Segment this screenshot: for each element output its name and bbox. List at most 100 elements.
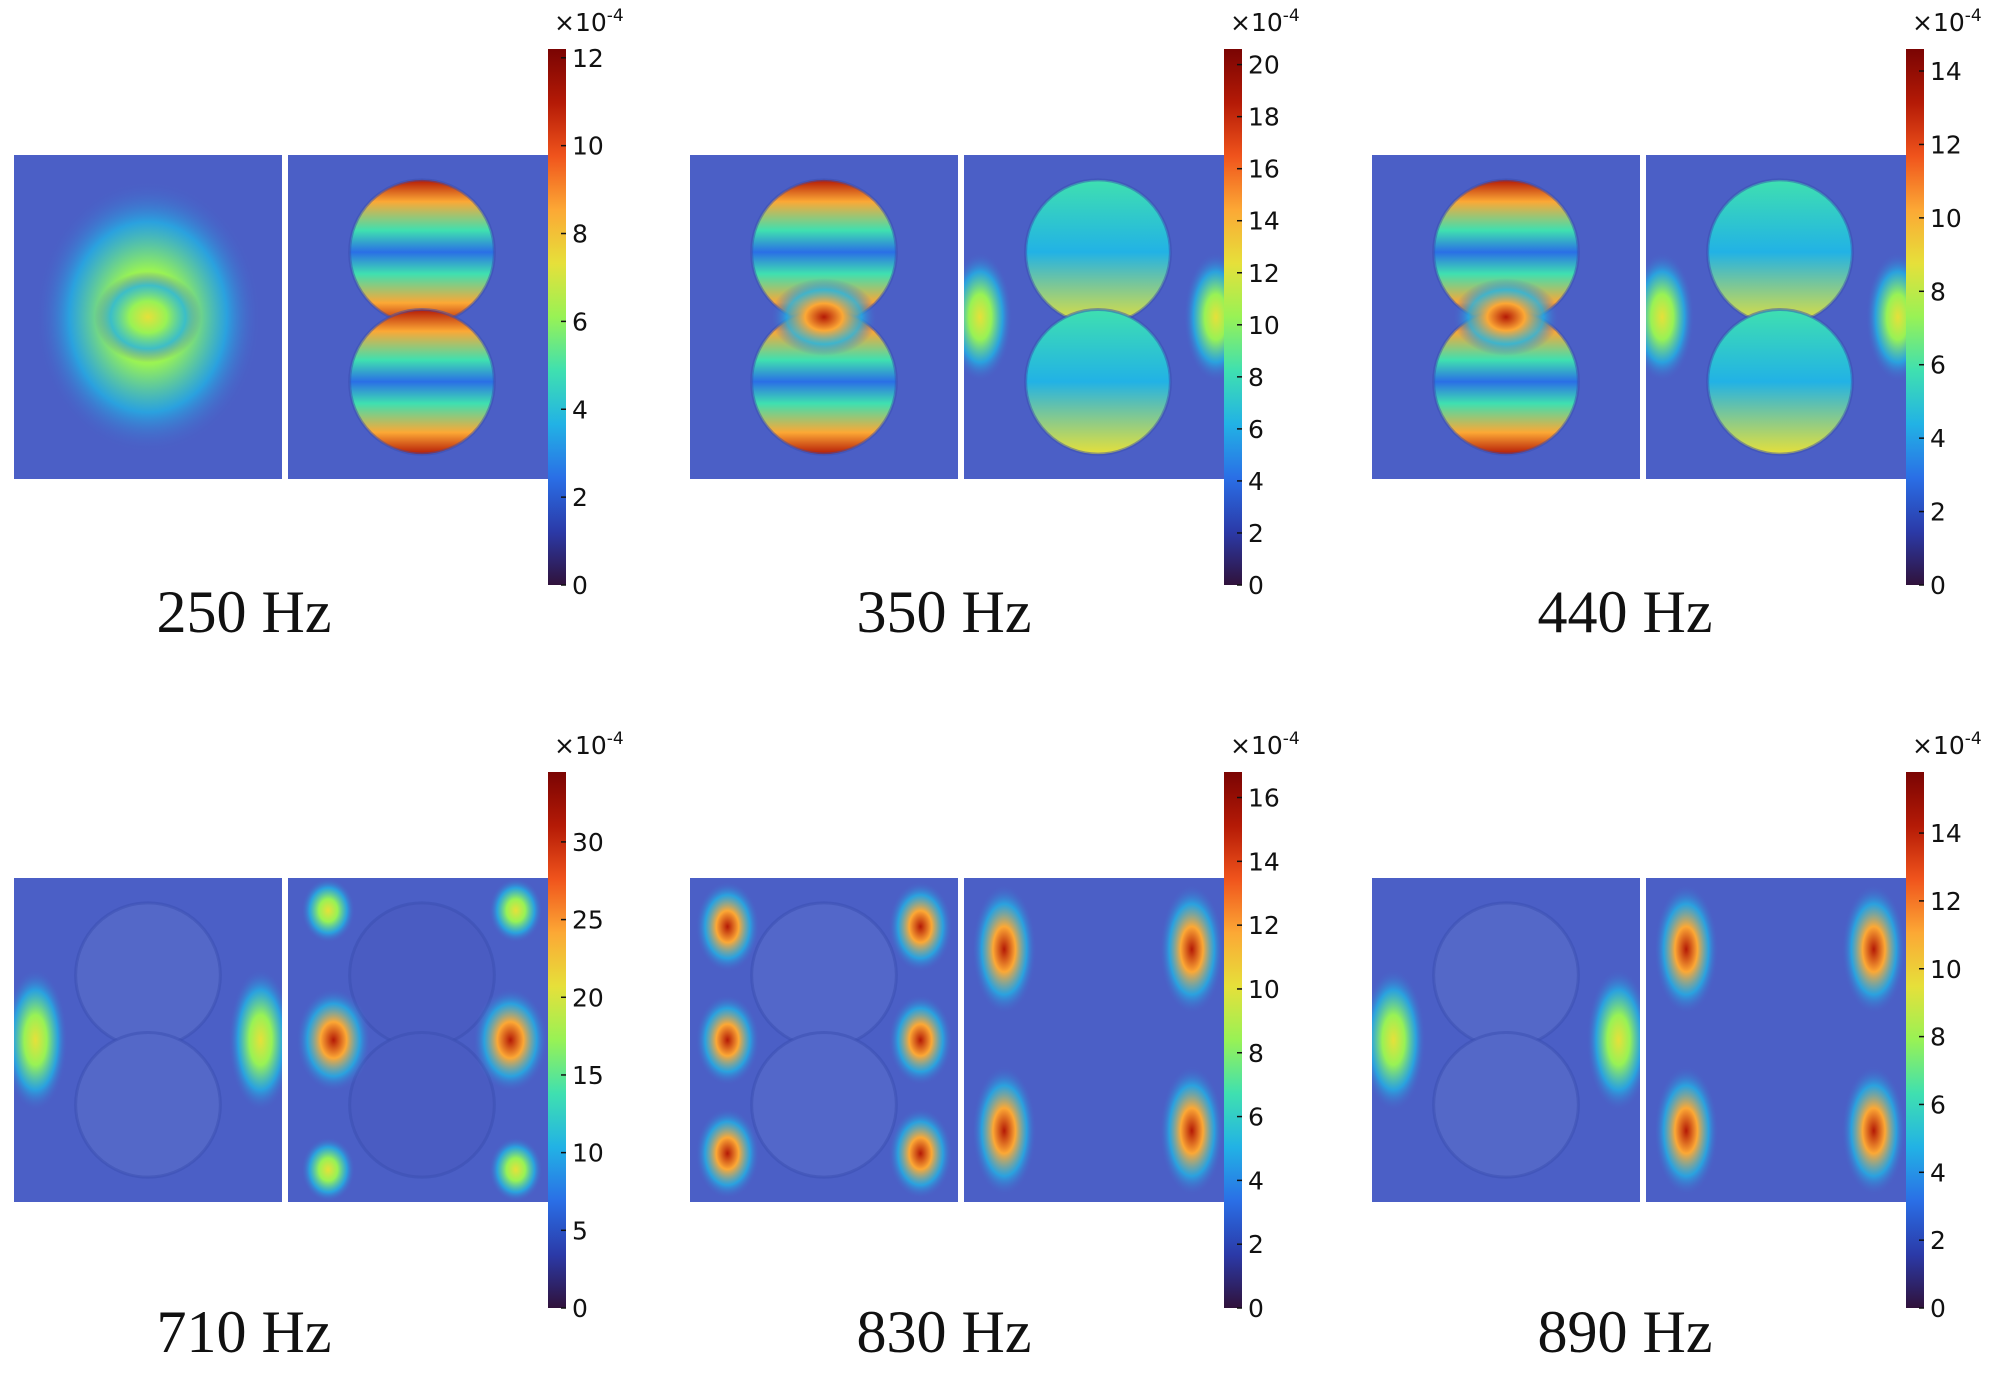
inclusion-disc — [1432, 1030, 1580, 1179]
colorbar-tick-label: 20 — [572, 983, 604, 1012]
colorbar-tick-label: 6 — [1248, 1103, 1264, 1132]
colorbar-tick-label: 0 — [572, 1294, 588, 1323]
edge-glow — [1646, 252, 1695, 382]
colorbar-tick-label: 5 — [572, 1216, 588, 1245]
colorbar-gradient — [548, 772, 566, 1308]
field-hotspot — [1159, 884, 1224, 1015]
mode-panel: 0 2 4 6 8 10 12 14 16 ×10-4 — [690, 729, 1300, 1323]
field-hotspot — [888, 1108, 953, 1199]
inclusion-disc — [750, 1030, 898, 1179]
colorbar-tick-label: 16 — [1248, 784, 1280, 813]
colorbar-tick-label: 6 — [1930, 1090, 1946, 1119]
colorbar-tick-label: 10 — [1248, 975, 1280, 1004]
colorbar-tick-label: 12 — [572, 44, 604, 73]
inclusion-disc — [348, 1030, 496, 1179]
colorbar-tick-label: 10 — [572, 1139, 604, 1168]
colorbar-tick-label: 6 — [1930, 351, 1946, 380]
mode-panel: 0 2 4 6 8 10 12 14 16 18 20 ×10-4 — [690, 6, 1300, 600]
colorbar-tick-label: 4 — [1930, 424, 1946, 453]
field-hotspot — [770, 278, 878, 356]
colorbar-tick-label: 4 — [1248, 1166, 1264, 1195]
frequency-label: 890 Hz — [1537, 1299, 1713, 1365]
colorbar-multiplier: ×10-4 — [554, 729, 624, 760]
inclusion-disc — [348, 178, 496, 327]
inclusion-disc — [750, 901, 898, 1050]
colorbar-tick-label: 10 — [572, 132, 604, 161]
colorbar: 0 2 4 6 8 10 12 14 ×10-4 — [1906, 6, 1982, 600]
field-hotspot — [888, 881, 953, 972]
edge-glow — [1586, 968, 1640, 1112]
colorbar-multiplier: ×10-4 — [554, 6, 624, 37]
colorbar: 0 2 4 6 8 10 12 14 16 18 20 ×10-4 — [1224, 6, 1300, 600]
colorbar-gradient — [1906, 772, 1924, 1308]
inclusion-disc — [74, 901, 222, 1050]
mode-panel: 0 2 4 6 8 10 12 14 ×10-4 — [1372, 729, 1982, 1323]
colorbar: 0 2 4 6 8 10 12 14 16 ×10-4 — [1224, 729, 1300, 1323]
inclusion-disc — [1024, 178, 1172, 327]
colorbar-tick-label: 0 — [572, 571, 588, 600]
frequency-label: 250 Hz — [156, 579, 332, 645]
inclusion-disc — [348, 307, 496, 456]
left-unit-cell — [14, 878, 282, 1202]
colorbar-tick-label: 8 — [1248, 1039, 1264, 1068]
colorbar-tick-label: 12 — [1930, 130, 1962, 159]
right-unit-cell — [1646, 155, 1914, 479]
colorbar: 0 5 10 15 20 25 30 ×10-4 — [548, 729, 624, 1323]
colorbar-tick-label: 6 — [572, 307, 588, 336]
left-unit-cell — [14, 155, 282, 479]
colorbar-multiplier: ×10-4 — [1230, 6, 1300, 37]
colorbar-tick-label: 6 — [1248, 415, 1264, 444]
edge-glow — [14, 968, 68, 1112]
left-unit-cell — [690, 155, 958, 479]
mode-panel: 0 2 4 6 8 10 12 14 ×10-4 — [1372, 6, 1982, 600]
mode-panel: 0 2 4 6 8 10 12 ×10-4 — [14, 6, 624, 600]
colorbar-tick-label: 4 — [1248, 467, 1264, 496]
colorbar-tick-label: 4 — [1930, 1158, 1946, 1187]
colorbar-tick-label: 8 — [572, 220, 588, 249]
colorbar-tick-label: 14 — [1930, 57, 1962, 86]
colorbar-tick-label: 10 — [1930, 955, 1962, 984]
frequency-label: 440 Hz — [1537, 579, 1713, 645]
field-hotspot — [972, 1065, 1037, 1196]
field-glow — [301, 878, 355, 943]
inclusion-disc — [1706, 178, 1854, 327]
inclusion-disc — [1706, 307, 1854, 456]
right-unit-cell — [1646, 878, 1914, 1202]
field-hotspot — [472, 988, 548, 1092]
edge-glow — [1372, 968, 1426, 1112]
left-unit-cell — [690, 878, 958, 1202]
colorbar-tick-label: 18 — [1248, 103, 1280, 132]
inclusion-disc — [348, 901, 496, 1050]
colorbar-tick-label: 8 — [1248, 363, 1264, 392]
colorbar-tick-label: 10 — [1930, 204, 1962, 233]
field-hotspot — [1654, 884, 1719, 1015]
colorbar: 0 2 4 6 8 10 12 ×10-4 — [548, 6, 624, 600]
field-hotspot — [1159, 1065, 1224, 1196]
colorbar-tick-label: 12 — [1930, 887, 1962, 916]
colorbar-gradient — [1224, 772, 1242, 1308]
inclusion-disc — [1432, 901, 1580, 1050]
colorbar: 0 2 4 6 8 10 12 14 ×10-4 — [1906, 729, 1982, 1323]
edge-glow — [964, 252, 1013, 382]
frequency-label: 350 Hz — [856, 579, 1032, 645]
field-hotspot — [94, 271, 202, 363]
colorbar-tick-label: 0 — [1930, 1294, 1946, 1323]
colorbar-tick-label: 2 — [1930, 1226, 1946, 1255]
colorbar-tick-label: 10 — [1248, 311, 1280, 340]
colorbar-tick-label: 25 — [572, 906, 604, 935]
colorbar-tick-label: 8 — [1930, 1023, 1946, 1052]
colorbar-tick-label: 2 — [1930, 498, 1946, 527]
frequency-label: 830 Hz — [856, 1299, 1032, 1365]
colorbar-gradient — [548, 49, 566, 585]
inclusion-disc — [74, 1030, 222, 1179]
inclusion-disc — [1024, 307, 1172, 456]
colorbar-tick-label: 2 — [1248, 1230, 1264, 1259]
field-hotspot — [296, 988, 372, 1092]
edge-glow — [228, 968, 282, 1112]
right-unit-cell — [288, 155, 556, 479]
colorbar-tick-label: 20 — [1248, 51, 1280, 80]
colorbar-tick-label: 2 — [1248, 519, 1264, 548]
field-hotspot — [1841, 884, 1906, 1015]
colorbar-tick-label: 0 — [1248, 571, 1264, 600]
